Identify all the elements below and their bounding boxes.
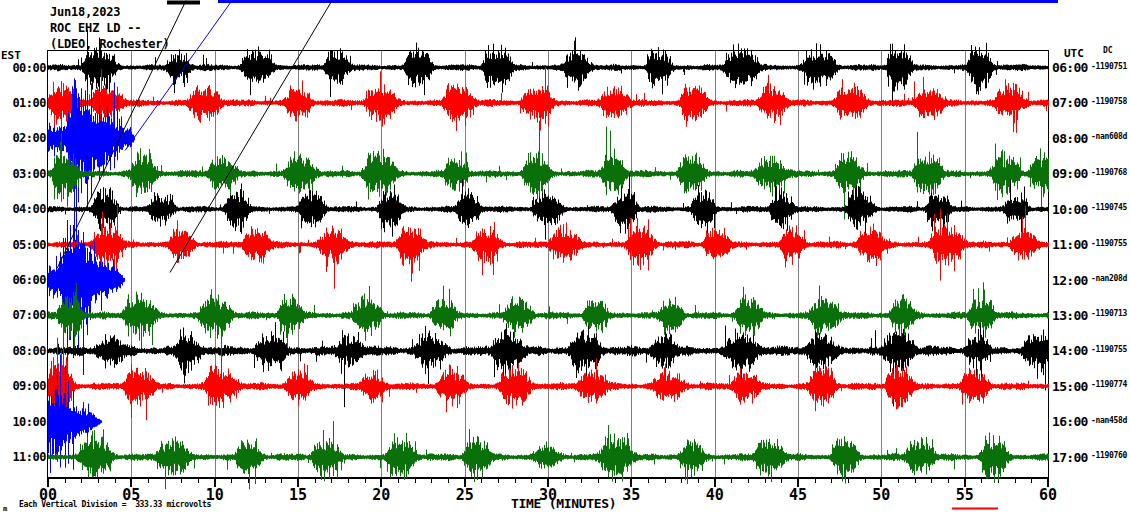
- location-label: (LDEO, Rochester): [50, 37, 169, 51]
- utc-header: UTC: [1064, 47, 1084, 60]
- x-tick-label: 50: [859, 486, 903, 504]
- row-label-utc: 14:00: [1052, 343, 1088, 358]
- date-label: Jun18,2023: [50, 5, 120, 19]
- row-label-est: 03:00: [0, 167, 46, 181]
- row-label-utc: 15:00: [1052, 379, 1088, 394]
- row-label-est: 09:00: [0, 379, 46, 393]
- row-label-dc: -1190751: [1091, 62, 1127, 71]
- x-axis-label: TIME (MINUTES): [511, 496, 616, 511]
- row-label-dc: -1190768: [1091, 168, 1127, 177]
- scale-note: Each Vertical Division = 333.33 microvol…: [19, 500, 211, 509]
- x-tick-label: 15: [276, 486, 320, 504]
- row-label-utc: 07:00: [1052, 95, 1088, 110]
- row-label-est: 01:00: [0, 96, 46, 110]
- row-label-est: 11:00: [0, 450, 46, 464]
- row-label-dc: -1190758: [1091, 97, 1127, 106]
- x-tick-label: 25: [443, 486, 487, 504]
- row-label-est: 00:00: [0, 61, 46, 75]
- row-label-utc: 08:00: [1052, 131, 1088, 146]
- row-label-utc: 16:00: [1052, 414, 1088, 429]
- row-label-utc: 12:00: [1052, 273, 1088, 288]
- row-label-est: 05:00: [0, 238, 46, 252]
- row-label-est: 08:00: [0, 344, 46, 358]
- row-label-dc: -1190760: [1091, 451, 1127, 460]
- helicorder-plot: Jun18,2023 ROC EHZ LD -- (LDEO, Rocheste…: [0, 0, 1130, 519]
- row-label-utc: 09:00: [1052, 166, 1088, 181]
- station-label: ROC EHZ LD --: [50, 21, 141, 35]
- row-label-utc: 13:00: [1052, 308, 1088, 323]
- x-tick-label: 45: [776, 486, 820, 504]
- dc-header: DC: [1103, 46, 1113, 55]
- row-label-est: 02:00: [0, 131, 46, 145]
- row-label-dc: -1190755: [1091, 239, 1127, 248]
- x-tick-label: 55: [943, 486, 987, 504]
- row-label-dc: -1190755: [1091, 345, 1127, 354]
- x-tick-label: 40: [693, 486, 737, 504]
- row-label-dc: -nan458d: [1091, 416, 1127, 425]
- row-label-dc: -1190713: [1091, 309, 1127, 318]
- x-tick-label: 60: [1026, 486, 1070, 504]
- row-label-est: 10:00: [0, 415, 46, 429]
- row-label-utc: 17:00: [1052, 450, 1088, 465]
- row-label-dc: -nan208d: [1091, 274, 1127, 283]
- row-label-dc: -1190745: [1091, 203, 1127, 212]
- row-label-utc: 06:00: [1052, 60, 1088, 75]
- row-label-utc: 11:00: [1052, 237, 1088, 252]
- scale-note-marker: m: [3, 505, 7, 513]
- row-label-dc: -nan608d: [1091, 132, 1127, 141]
- x-tick-label: 20: [359, 486, 403, 504]
- seismogram-canvas: [0, 0, 1130, 519]
- row-label-est: 04:00: [0, 202, 46, 216]
- row-label-utc: 10:00: [1052, 202, 1088, 217]
- row-label-est: 07:00: [0, 308, 46, 322]
- row-label-est: 06:00: [0, 273, 46, 287]
- row-label-dc: -1190774: [1091, 380, 1127, 389]
